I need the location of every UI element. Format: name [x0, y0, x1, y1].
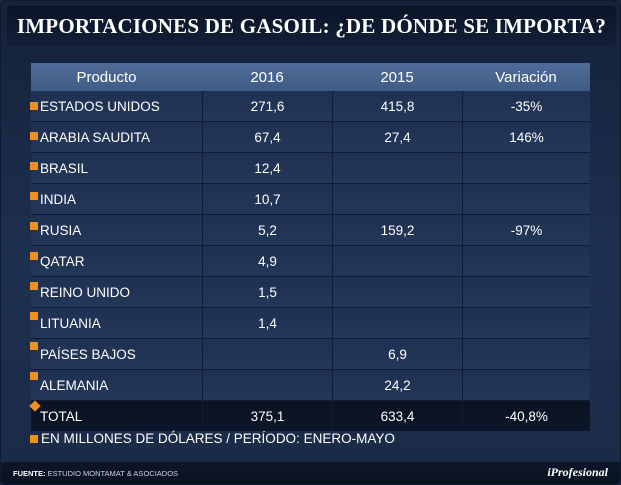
header-producto: Producto [76, 68, 137, 86]
table-row: RUSIA 5,2 159,2 -97% [31, 215, 590, 246]
table-row: ESTADOS UNIDOS 271,6 415,8 -35% [31, 91, 590, 122]
header-variacion: Variación [495, 68, 557, 86]
table-row: LITUANIA 1,4 [31, 308, 590, 339]
row-variacion: -97% [462, 215, 590, 245]
footer: FUENTE: ESTUDIO MONTAMAT & ASOCIADOS iPr… [1, 462, 620, 484]
row-2015: 24,2 [332, 370, 462, 400]
row-2016: 67,4 [202, 122, 332, 152]
row-producto: PAÍSES BAJOS [40, 346, 136, 362]
page-title: IMPORTACIONES DE GASOIL: ¿DE DÓNDE SE IM… [16, 13, 607, 38]
row-bullet-icon [30, 372, 38, 380]
row-2016: 1,5 [202, 277, 332, 307]
row-2016 [202, 339, 332, 369]
table-row: ALEMANIA 24,2 [31, 370, 590, 401]
source-credit: FUENTE: ESTUDIO MONTAMAT & ASOCIADOS [13, 469, 178, 478]
row-2015: 27,4 [332, 122, 462, 152]
row-variacion [462, 153, 590, 183]
table-row: ARABIA SAUDITA 67,4 27,4 146% [31, 122, 590, 153]
row-bullet-icon [30, 132, 38, 140]
total-variacion: -40,8% [462, 401, 590, 431]
row-variacion [462, 277, 590, 307]
row-2015: 6,9 [332, 339, 462, 369]
row-2016: 12,4 [202, 153, 332, 183]
units-note: EN MILLONES DE DÓLARES / PERÍODO: ENERO-… [41, 431, 395, 446]
row-2016: 10,7 [202, 184, 332, 214]
table-row: INDIA 10,7 [31, 184, 590, 215]
table-row: PAÍSES BAJOS 6,9 [31, 339, 590, 370]
row-producto: QATAR [40, 253, 85, 269]
row-2015 [332, 184, 462, 214]
row-2015 [332, 277, 462, 307]
table-row: REINO UNIDO 1,5 [31, 277, 590, 308]
table-row: QATAR 4,9 [31, 246, 590, 277]
row-producto: REINO UNIDO [40, 284, 131, 300]
table-row: BRASIL 12,4 [31, 153, 590, 184]
row-2015: 415,8 [332, 91, 462, 121]
total-row: TOTAL 375,1 633,4 -40,8% [31, 401, 590, 431]
total-2015: 633,4 [332, 401, 462, 431]
note-bullet-icon [30, 435, 38, 443]
row-producto: RUSIA [40, 222, 82, 238]
row-2016: 4,9 [202, 246, 332, 276]
row-variacion [462, 370, 590, 400]
header-2016: 2016 [250, 68, 284, 86]
source-text: ESTUDIO MONTAMAT & ASOCIADOS [47, 469, 179, 478]
title-bar: IMPORTACIONES DE GASOIL: ¿DE DÓNDE SE IM… [7, 6, 616, 46]
row-variacion [462, 246, 590, 276]
row-bullet-icon [30, 282, 38, 290]
source-label: FUENTE: [13, 469, 46, 478]
table-body: ESTADOS UNIDOS 271,6 415,8 -35% ARABIA SAUDI… [31, 91, 590, 401]
imports-table: Producto 2016 2015 Variación ESTADOS UNI… [31, 63, 590, 431]
row-2016: 271,6 [202, 91, 332, 121]
row-2015 [332, 308, 462, 338]
row-2016 [202, 370, 332, 400]
row-producto: ARABIA SAUDITA [40, 129, 151, 145]
row-variacion [462, 184, 590, 214]
row-2015 [332, 153, 462, 183]
row-2016: 5,2 [202, 215, 332, 245]
row-2015: 159,2 [332, 215, 462, 245]
row-variacion: -35% [462, 91, 590, 121]
row-bullet-icon [30, 102, 38, 110]
brand-logo: iProfesional [547, 465, 608, 479]
row-variacion [462, 308, 590, 338]
row-variacion: 146% [462, 122, 590, 152]
row-2015 [332, 246, 462, 276]
row-producto: LITUANIA [40, 315, 101, 331]
row-bullet-icon [30, 252, 38, 260]
table-header: Producto 2016 2015 Variación [31, 63, 590, 91]
header-2015: 2015 [380, 68, 414, 86]
row-bullet-icon [30, 192, 38, 200]
total-label: TOTAL [40, 408, 83, 424]
row-bullet-icon [30, 162, 38, 170]
row-2016: 1,4 [202, 308, 332, 338]
row-producto: BRASIL [40, 160, 89, 176]
row-producto: ALEMANIA [40, 377, 109, 393]
row-bullet-icon [30, 342, 38, 350]
row-bullet-icon [30, 222, 38, 230]
row-bullet-icon [30, 312, 38, 320]
row-producto: INDIA [40, 191, 77, 207]
total-2016: 375,1 [202, 401, 332, 431]
row-variacion [462, 339, 590, 369]
row-producto: ESTADOS UNIDOS [40, 98, 160, 114]
